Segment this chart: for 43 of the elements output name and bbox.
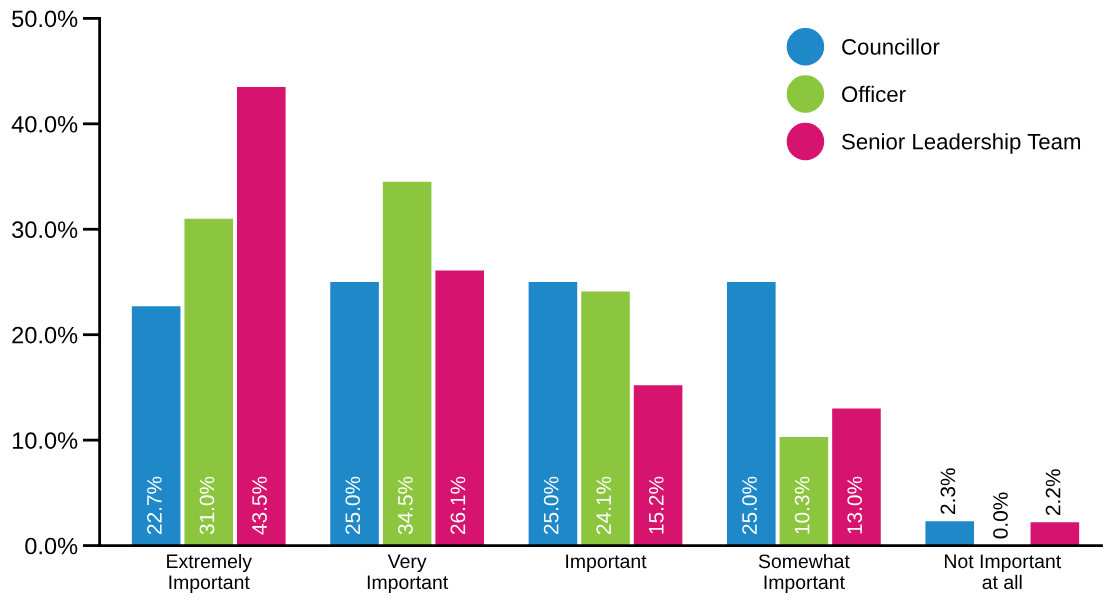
bar <box>832 408 881 546</box>
data-label: 10.3% <box>794 476 810 534</box>
bar <box>528 281 578 546</box>
y-tick-label: 20.0% <box>12 326 78 344</box>
data-label: 25.0% <box>742 476 757 534</box>
bar <box>1030 522 1080 546</box>
bar <box>330 281 379 546</box>
bar <box>779 436 829 546</box>
data-label: 24.1% <box>596 476 612 534</box>
bar <box>382 181 432 546</box>
bar <box>131 306 181 546</box>
bar <box>633 385 683 546</box>
bar <box>925 521 974 546</box>
y-tick-label: 0.0% <box>25 537 78 555</box>
data-label: 2.3% <box>940 468 956 514</box>
bar <box>435 270 484 546</box>
data-label: 31.0% <box>199 476 215 535</box>
legend-label: Senior Leadership Team <box>842 133 1081 154</box>
x-tick-label: Somewhat Important <box>758 553 850 593</box>
data-label: 13.0% <box>847 476 863 534</box>
legend-label: Councillor <box>842 38 940 55</box>
data-label: 0.0% <box>993 492 1008 539</box>
data-label: 26.1% <box>450 476 466 534</box>
data-label: 15.2% <box>648 476 664 534</box>
y-tick-label: 40.0% <box>11 115 78 133</box>
bar <box>184 218 234 546</box>
y-tick-label: 30.0% <box>12 221 78 239</box>
bar <box>727 281 776 546</box>
data-label: 2.2% <box>1045 469 1061 515</box>
data-label: 34.5% <box>397 476 413 535</box>
y-tick-label: 50.0% <box>12 10 78 28</box>
bar <box>237 86 286 546</box>
data-label: 25.0% <box>345 476 361 534</box>
x-tick-label: Important <box>566 554 647 573</box>
x-tick-label: Extremely Important <box>167 553 252 593</box>
data-label: 25.0% <box>543 476 559 534</box>
legend-label: Officer <box>842 85 906 103</box>
x-tick-label: Not Important at all <box>944 554 1062 590</box>
data-label: 22.7% <box>147 476 162 534</box>
data-label: 43.5% <box>252 476 267 535</box>
bar <box>581 291 630 546</box>
y-tick-label: 10.0% <box>12 432 78 449</box>
x-tick-label: Very Important <box>367 554 449 593</box>
